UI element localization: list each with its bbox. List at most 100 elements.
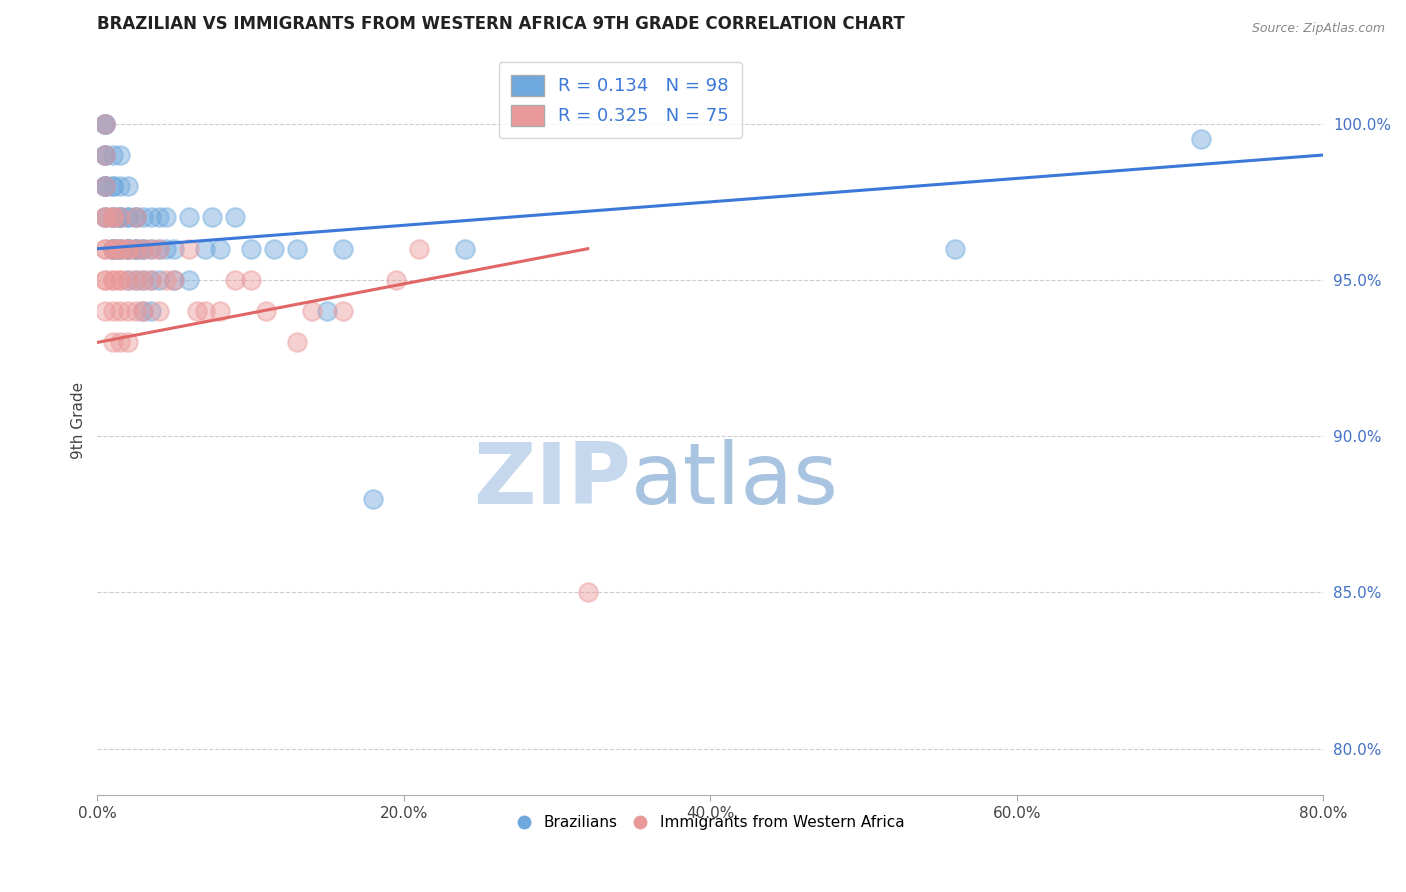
Point <box>124 242 146 256</box>
Point <box>254 304 277 318</box>
Point <box>101 242 124 256</box>
Point <box>139 242 162 256</box>
Point <box>110 179 132 194</box>
Point <box>155 211 177 225</box>
Point <box>94 148 117 162</box>
Text: ZIP: ZIP <box>472 439 631 522</box>
Point <box>148 242 170 256</box>
Point <box>110 211 132 225</box>
Text: BRAZILIAN VS IMMIGRANTS FROM WESTERN AFRICA 9TH GRADE CORRELATION CHART: BRAZILIAN VS IMMIGRANTS FROM WESTERN AFR… <box>97 15 905 33</box>
Point <box>110 211 132 225</box>
Point <box>94 273 117 287</box>
Point <box>194 304 217 318</box>
Point <box>132 211 155 225</box>
Point <box>110 304 132 318</box>
Point <box>110 273 132 287</box>
Point <box>132 273 155 287</box>
Point <box>186 304 208 318</box>
Point <box>110 211 132 225</box>
Point <box>101 148 124 162</box>
Point <box>117 273 139 287</box>
Point <box>101 273 124 287</box>
Point <box>110 148 132 162</box>
Point <box>110 242 132 256</box>
Point <box>332 304 354 318</box>
Point <box>124 211 146 225</box>
Point <box>101 242 124 256</box>
Point <box>179 273 201 287</box>
Point <box>163 273 186 287</box>
Point <box>110 242 132 256</box>
Point <box>94 148 117 162</box>
Point <box>117 242 139 256</box>
Point <box>301 304 323 318</box>
Point <box>94 179 117 194</box>
Point <box>155 273 177 287</box>
Point <box>110 242 132 256</box>
Point <box>117 211 139 225</box>
Point <box>94 211 117 225</box>
Point <box>101 179 124 194</box>
Point <box>94 148 117 162</box>
Point <box>139 304 162 318</box>
Point <box>576 585 599 599</box>
Point <box>148 273 170 287</box>
Point <box>110 335 132 350</box>
Point <box>94 179 117 194</box>
Point <box>132 242 155 256</box>
Point <box>117 335 139 350</box>
Point <box>945 242 967 256</box>
Point <box>285 335 308 350</box>
Point <box>110 242 132 256</box>
Point <box>117 242 139 256</box>
Point <box>94 211 117 225</box>
Point <box>117 273 139 287</box>
Point <box>117 242 139 256</box>
Point <box>132 242 155 256</box>
Point <box>117 242 139 256</box>
Point <box>101 304 124 318</box>
Point <box>94 117 117 131</box>
Point <box>94 179 117 194</box>
Point <box>101 211 124 225</box>
Point <box>163 242 186 256</box>
Point <box>101 211 124 225</box>
Point <box>101 179 124 194</box>
Point <box>132 304 155 318</box>
Point <box>285 242 308 256</box>
Point <box>124 242 146 256</box>
Point <box>124 242 146 256</box>
Point <box>201 211 224 225</box>
Point <box>101 242 124 256</box>
Point <box>124 273 146 287</box>
Point <box>179 211 201 225</box>
Point <box>148 211 170 225</box>
Point <box>139 242 162 256</box>
Point <box>139 273 162 287</box>
Point <box>117 304 139 318</box>
Point <box>94 211 117 225</box>
Point <box>208 304 231 318</box>
Point <box>148 242 170 256</box>
Text: atlas: atlas <box>631 439 838 522</box>
Point <box>101 242 124 256</box>
Point <box>101 242 124 256</box>
Point <box>94 211 117 225</box>
Point <box>101 211 124 225</box>
Point <box>132 273 155 287</box>
Point <box>110 242 132 256</box>
Point <box>132 304 155 318</box>
Point <box>94 117 117 131</box>
Legend: Brazilians, Immigrants from Western Africa: Brazilians, Immigrants from Western Afri… <box>510 809 911 837</box>
Point <box>124 304 146 318</box>
Point <box>94 179 117 194</box>
Point <box>94 242 117 256</box>
Point <box>117 179 139 194</box>
Point <box>224 211 246 225</box>
Point <box>94 148 117 162</box>
Point <box>110 211 132 225</box>
Point <box>117 211 139 225</box>
Y-axis label: 9th Grade: 9th Grade <box>72 382 86 459</box>
Point <box>148 304 170 318</box>
Point <box>239 273 262 287</box>
